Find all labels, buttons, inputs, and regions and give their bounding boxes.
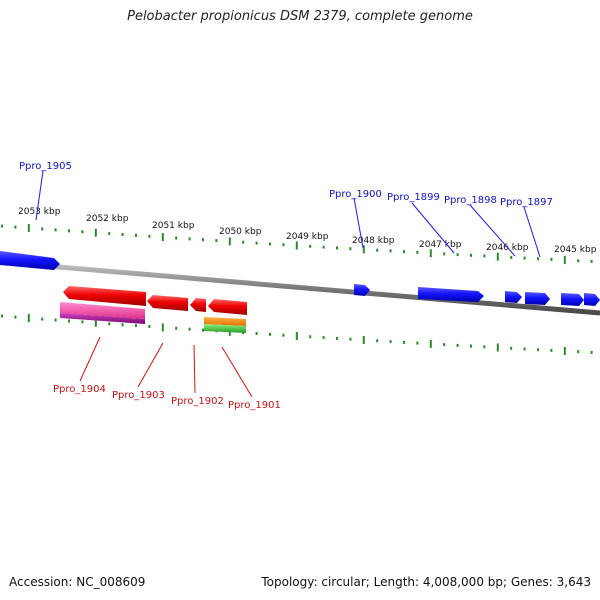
scale-label: 2048 kbp	[352, 236, 395, 246]
gene-label-ppro-1901[interactable]: Ppro_1901	[228, 400, 281, 411]
scale-label: 2049 kbp	[286, 232, 329, 242]
scale-label: 2053 kbp	[18, 207, 61, 217]
reverse-gene-labels: Ppro_1904 Ppro_1903 Ppro_1902 Ppro_1901	[53, 384, 281, 411]
gene-label-ppro-1905[interactable]: Ppro_1905	[19, 161, 72, 172]
gene-ppro-1898a[interactable]	[505, 291, 522, 303]
feature-bar-orange[interactable]	[204, 317, 246, 326]
genome-backbone	[0, 259, 600, 316]
gene-ppro-1897b[interactable]	[584, 293, 600, 306]
gene-ppro-1903[interactable]	[147, 295, 188, 311]
scale-ticks-lower	[1, 314, 593, 355]
scale-label: 2050 kbp	[219, 227, 262, 237]
gene-ppro-1901[interactable]	[208, 299, 247, 315]
feature-bar-magenta[interactable]	[60, 313, 145, 324]
gene-ppro-1898b[interactable]	[525, 292, 550, 305]
gene-ppro-1902[interactable]	[190, 298, 206, 312]
gene-label-ppro-1903[interactable]: Ppro_1903	[112, 390, 165, 401]
feature-bar-green[interactable]	[204, 324, 246, 333]
feature-bars	[60, 302, 246, 333]
forward-gene-labels: Ppro_1905 Ppro_1900 Ppro_1899 Ppro_1898 …	[19, 161, 553, 208]
gene-ppro-1905[interactable]	[0, 251, 60, 270]
map-title: Pelobacter propionicus DSM 2379, complet…	[127, 9, 473, 24]
topology-text: Topology: circular; Length: 4,008,000 bp…	[261, 575, 591, 589]
gene-label-ppro-1897[interactable]: Ppro_1897	[500, 197, 553, 208]
gene-label-ppro-1899[interactable]: Ppro_1899	[387, 192, 440, 203]
accession-text: Accession: NC_008609	[9, 575, 146, 589]
scale-ticks-upper	[1, 224, 593, 265]
scale-label: 2051 kbp	[152, 221, 195, 231]
gene-ppro-1904[interactable]	[63, 286, 146, 306]
forward-label-leaders	[35, 170, 541, 258]
reverse-genes	[63, 286, 247, 315]
scale-label: 2047 kbp	[419, 240, 462, 250]
reverse-label-leaders	[79, 336, 253, 398]
scale-labels: 2053 kbp 2052 kbp 2051 kbp 2050 kbp 2049…	[18, 207, 597, 255]
gene-label-ppro-1900[interactable]: Ppro_1900	[329, 189, 382, 200]
gene-label-ppro-1898[interactable]: Ppro_1898	[444, 195, 497, 206]
gene-label-ppro-1902[interactable]: Ppro_1902	[171, 396, 224, 407]
gene-ppro-1897a[interactable]	[561, 293, 584, 306]
scale-label: 2045 kbp	[554, 245, 597, 255]
gene-label-ppro-1904[interactable]: Ppro_1904	[53, 384, 106, 395]
gene-ppro-1900[interactable]	[354, 284, 370, 296]
scale-label: 2052 kbp	[86, 214, 129, 224]
forward-genes	[0, 251, 600, 306]
gene-ppro-1899[interactable]	[418, 287, 484, 302]
feature-bar-pink[interactable]	[60, 302, 145, 319]
